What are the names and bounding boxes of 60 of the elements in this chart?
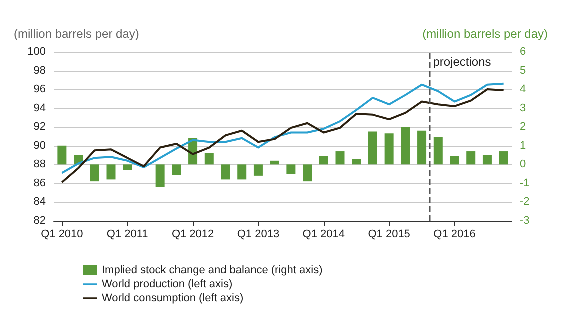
bar: [336, 152, 345, 165]
bar: [123, 164, 132, 170]
x-tick-label: Q1 2016: [434, 228, 476, 240]
x-tick-label: Q1 2013: [237, 228, 280, 240]
annotation: projections: [433, 55, 492, 69]
y2-tick-label: -3: [520, 215, 530, 227]
bar: [482, 155, 492, 165]
bar: [286, 164, 296, 174]
y2-tick-label: 5: [520, 64, 526, 77]
legend-label: Implied stock change and balance (right axis): [102, 264, 323, 276]
x-tick-label: Q1 2014: [302, 228, 345, 240]
bar: [384, 134, 394, 165]
y-tick-label: 86: [34, 177, 46, 190]
bar: [319, 156, 328, 165]
bar: [434, 137, 443, 165]
x-tick-label: Q1 2010: [41, 228, 84, 240]
bar: [106, 164, 116, 180]
line-series: [61, 82, 505, 174]
y2-tick-label: -1: [520, 177, 530, 190]
y-tick-label: 84: [34, 196, 46, 208]
bar: [221, 164, 230, 180]
x-tick-label: Q1 2015: [368, 228, 410, 240]
bar: [368, 132, 378, 165]
y-tick-label: 100: [28, 46, 46, 58]
bar: [499, 152, 508, 165]
y2-tick-label: 3: [520, 102, 526, 114]
bar: [204, 153, 214, 165]
bar: [270, 160, 280, 165]
bar: [172, 164, 182, 175]
bar: [156, 164, 165, 188]
y-axis-title: (million barrels per day): [14, 27, 140, 41]
bar: [303, 164, 312, 182]
bar: [418, 130, 427, 165]
bar: [90, 164, 100, 182]
x-tick-label: Q1 2011: [106, 228, 148, 240]
y-tick-label: 98: [34, 64, 46, 77]
y-tick-label: 82: [34, 215, 46, 227]
y2-tick-label: 4: [520, 84, 526, 96]
y-tick-label: 96: [34, 84, 46, 96]
y2-axis-title: (million barrels per day): [422, 27, 548, 41]
bar: [450, 156, 460, 165]
y2-tick-label: 1: [520, 140, 526, 152]
bar: [352, 159, 362, 165]
line-series: [61, 88, 505, 184]
y-tick-label: 92: [34, 121, 46, 134]
bar: [238, 164, 247, 180]
y2-tick-label: 0: [520, 158, 526, 171]
x-tick-label: Q1 2012: [172, 228, 214, 240]
bar: [401, 127, 410, 165]
bar: [466, 152, 476, 165]
y2-tick-label: 6: [520, 46, 526, 58]
bar: [254, 164, 263, 176]
legend-label: World consumption (left axis): [102, 292, 244, 304]
bar: [58, 146, 67, 165]
legend-label: World production (left axis): [102, 278, 233, 290]
y2-tick-label: -2: [520, 196, 530, 208]
y-tick-label: 88: [34, 158, 46, 171]
y-tick-label: 90: [34, 140, 46, 152]
y-tick-label: 94: [34, 102, 46, 114]
y2-tick-label: 2: [520, 121, 526, 134]
